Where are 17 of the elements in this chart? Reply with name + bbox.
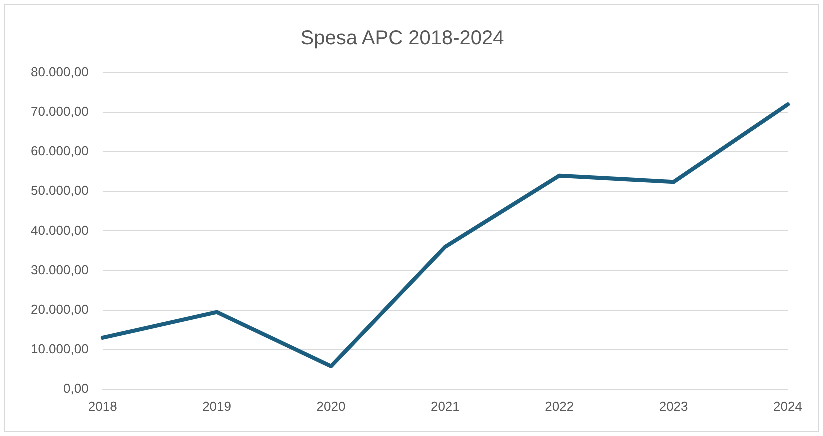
y-tick-label: 50.000,00 (30, 183, 89, 198)
x-tick-label: 2022 (545, 398, 574, 414)
x-tick-label: 2019 (202, 398, 232, 414)
y-tick-label: 60.000,00 (30, 144, 89, 159)
chart-title: Spesa APC 2018-2024 (300, 28, 504, 50)
y-tick-label: 20.000,00 (30, 302, 89, 317)
y-tick-label: 10.000,00 (30, 341, 89, 356)
x-tick-label: 2021 (430, 398, 460, 414)
y-tick-label: 40.000,00 (30, 222, 89, 238)
y-tick-label: 80.000,00 (30, 64, 89, 80)
x-tick-label: 2020 (316, 398, 346, 414)
y-tick-label: 0,00 (64, 380, 89, 396)
x-tick-label: 2024 (774, 398, 802, 414)
x-tick-label: 2018 (88, 398, 118, 414)
x-tick-label: 2023 (659, 398, 688, 414)
y-tick-label: 30.000,00 (30, 262, 89, 278)
y-tick-label: 70.000,00 (30, 104, 89, 120)
